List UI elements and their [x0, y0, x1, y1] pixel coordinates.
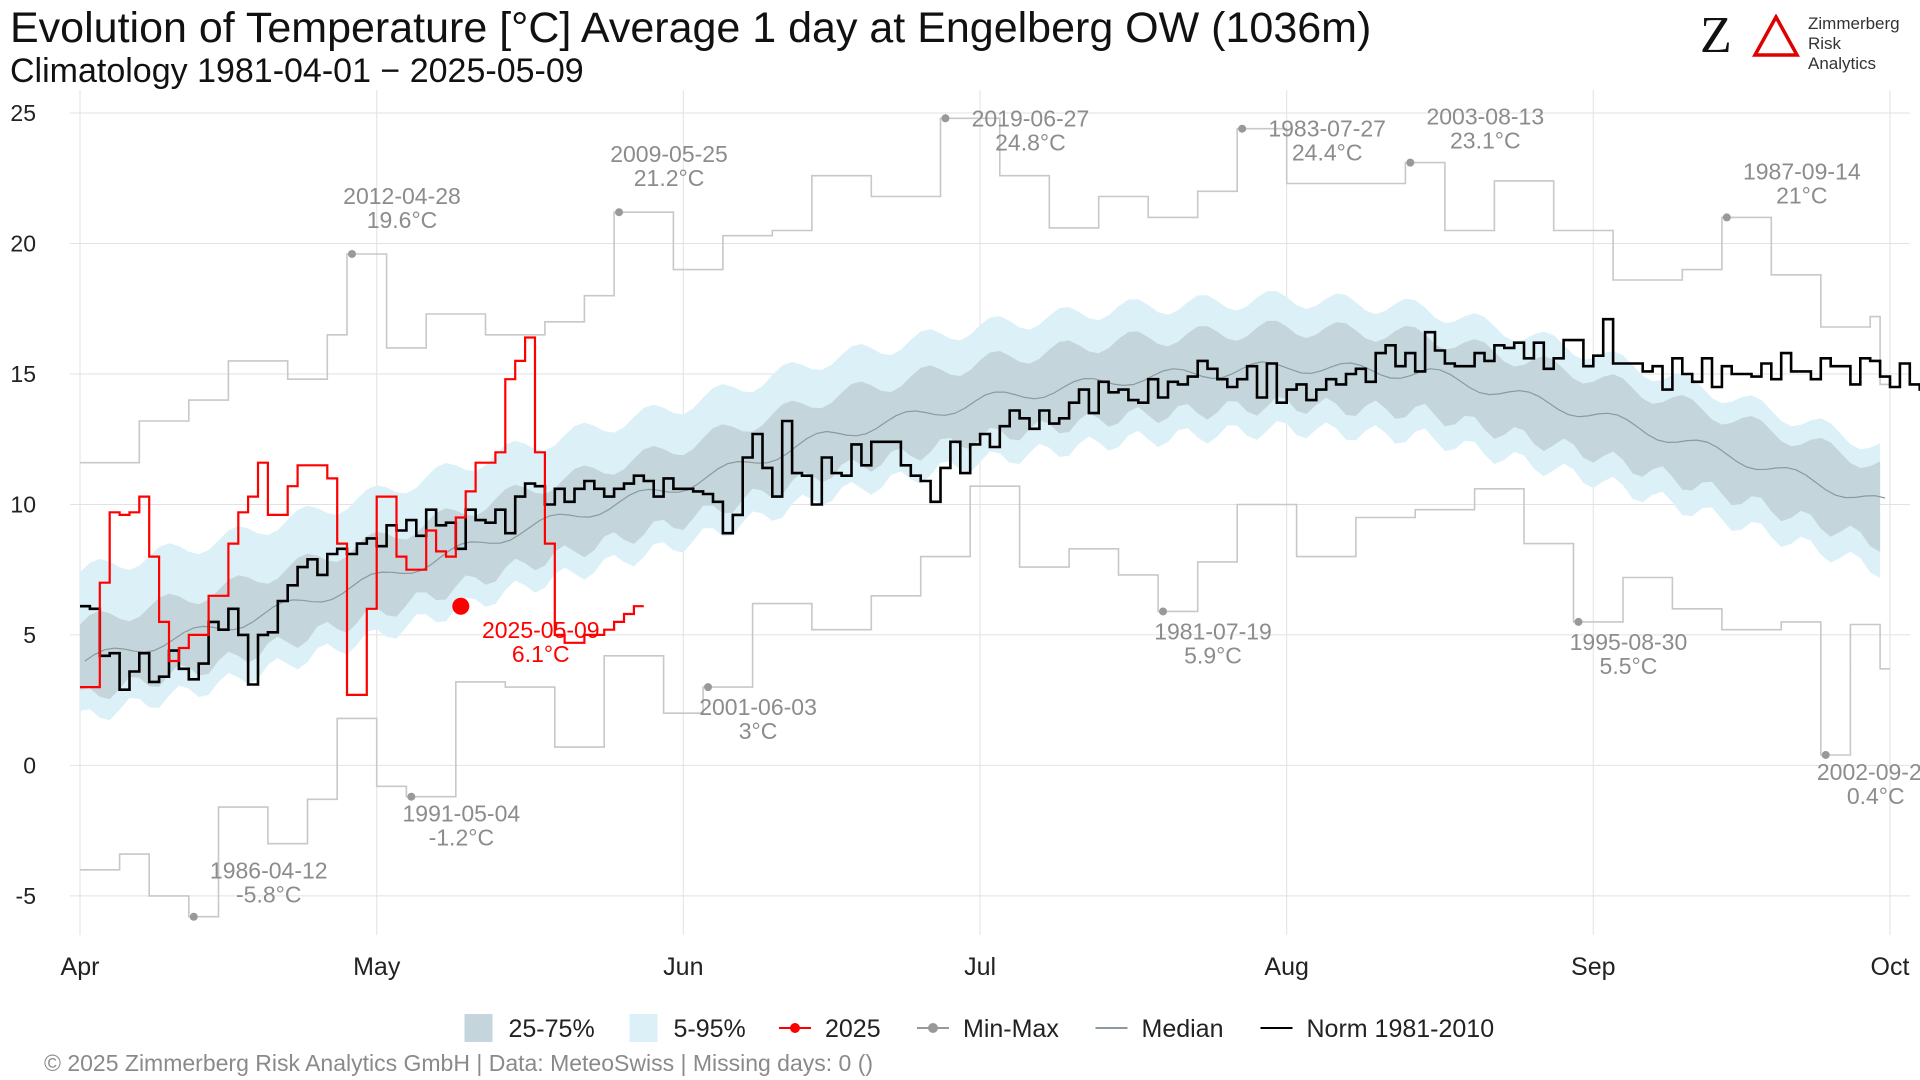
- record-max-value-label: 24.8°C: [995, 129, 1066, 155]
- legend-swatch-p5_95: [629, 1014, 658, 1042]
- record-min-value-label: 3°C: [739, 718, 778, 744]
- record-min-point: [189, 912, 198, 921]
- record-max-value-label: 23.1°C: [1450, 128, 1521, 154]
- legend-swatch-p25_75: [464, 1014, 493, 1042]
- x-tick-label: Jun: [663, 953, 703, 981]
- record-min-point: [1821, 750, 1830, 759]
- record-max-value-label: 21.2°C: [634, 165, 705, 191]
- legend-item-norm: Norm 1981-2010: [1260, 1015, 1495, 1043]
- footer-credits: © 2025 Zimmerberg Risk Analytics GmbH | …: [44, 1050, 874, 1076]
- record-max-date-label: 1983-07-27: [1268, 116, 1386, 142]
- x-tick-label: May: [353, 953, 401, 981]
- record-min-date-label: 1986-04-12: [210, 858, 328, 884]
- y-tick-label: 25: [10, 100, 36, 126]
- record-min-value-label: -5.8°C: [236, 882, 301, 908]
- x-tick-label: Apr: [61, 953, 100, 981]
- chart-subtitle: Climatology 1981-04-01 − 2025-05-09: [10, 52, 584, 90]
- record-min-point: [704, 683, 713, 692]
- record-min-date-label: 1995-08-30: [1570, 629, 1688, 655]
- y-tick-label: 20: [10, 231, 36, 257]
- record-min-date-label: 1991-05-04: [403, 801, 521, 827]
- logo-mark: Z: [1700, 7, 1732, 64]
- annotation-2025-value: 6.1°C: [512, 641, 570, 667]
- legend-item-median: Median: [1095, 1015, 1224, 1043]
- legend-label-p5_95: 5-95%: [674, 1015, 746, 1043]
- record-min-point: [1159, 607, 1168, 616]
- legend-label-current: 2025: [825, 1015, 881, 1043]
- record-max-value-label: 21°C: [1776, 182, 1827, 208]
- record-min-point: [407, 792, 416, 801]
- logo-triangle-icon: [1752, 14, 1800, 57]
- record-min-date-label: 2002-09-24: [1817, 759, 1920, 785]
- legend-item-minmax: Min-Max: [917, 1015, 1059, 1043]
- legend-swatch-dot-current: [790, 1023, 800, 1033]
- y-tick-label: 10: [10, 491, 36, 517]
- legend-label-p25_75: 25-75%: [509, 1015, 595, 1043]
- legend-label-norm: Norm 1981-2010: [1307, 1015, 1495, 1043]
- record-min-value-label: 0.4°C: [1847, 783, 1905, 809]
- x-tick-label: Sep: [1571, 953, 1615, 981]
- series-max-line: [80, 117, 1890, 464]
- record-max-point: [347, 249, 356, 258]
- logo-name-line2: Risk Analytics: [1808, 34, 1877, 73]
- legend-item-current: 2025: [779, 1015, 881, 1043]
- legend-label-median: Median: [1142, 1015, 1224, 1043]
- y-tick-label: 15: [10, 361, 36, 387]
- x-tick-label: Jul: [964, 953, 996, 981]
- series-min-line: [80, 485, 1890, 918]
- series-norm-line: [80, 317, 1920, 691]
- chart-title: Evolution of Temperature [°C] Average 1 …: [10, 4, 1372, 52]
- record-max-point: [615, 208, 624, 217]
- record-min-value-label: -1.2°C: [429, 825, 494, 851]
- record-max-date-label: 2009-05-25: [610, 141, 728, 167]
- y-tick-label: -5: [16, 883, 36, 909]
- record-max-point: [1406, 158, 1415, 167]
- series-2025-last-point: [452, 597, 470, 615]
- record-max-value-label: 24.4°C: [1292, 140, 1363, 166]
- record-min-date-label: 2001-06-03: [699, 694, 817, 720]
- record-max-value-label: 19.6°C: [367, 207, 438, 233]
- logo-name: Zimmerberg Risk Analytics: [1808, 14, 1900, 74]
- annotation-2025-date: 2025-05-09: [482, 617, 600, 643]
- record-max-point: [941, 114, 950, 123]
- legend-item-p25_75: 25-75%: [464, 1014, 595, 1043]
- record-max-point: [1722, 213, 1731, 222]
- company-logo: Z Zimmerberg Risk Analytics: [1700, 7, 1900, 74]
- record-min-date-label: 1981-07-19: [1154, 618, 1272, 644]
- y-tick-label: 0: [23, 752, 36, 778]
- band-25-75: [80, 320, 1881, 700]
- x-tick-label: Oct: [1871, 953, 1910, 981]
- logo-name-line1: Zimmerberg: [1808, 14, 1900, 33]
- record-max-date-label: 1987-09-14: [1743, 158, 1861, 184]
- record-max-date-label: 2012-04-28: [343, 183, 461, 209]
- series-2025-line: [80, 336, 644, 696]
- chart-legend: 25-75% 5-95% 2025 Min-Max Median Norm 1981-20…: [464, 1014, 1495, 1043]
- record-min-point: [1574, 617, 1583, 626]
- legend-label-minmax: Min-Max: [963, 1015, 1059, 1043]
- x-tick-label: Aug: [1264, 953, 1308, 981]
- y-tick-label: 5: [23, 622, 36, 648]
- legend-item-p5_95: 5-95%: [629, 1014, 746, 1043]
- record-min-value-label: 5.5°C: [1600, 653, 1658, 679]
- series-median-line: [84, 361, 1886, 662]
- record-max-date-label: 2003-08-13: [1426, 104, 1544, 130]
- legend-swatch-dot-minmax: [928, 1023, 938, 1033]
- record-max-date-label: 2019-06-27: [972, 105, 1090, 131]
- record-min-value-label: 5.9°C: [1184, 642, 1242, 668]
- record-max-point: [1238, 124, 1247, 133]
